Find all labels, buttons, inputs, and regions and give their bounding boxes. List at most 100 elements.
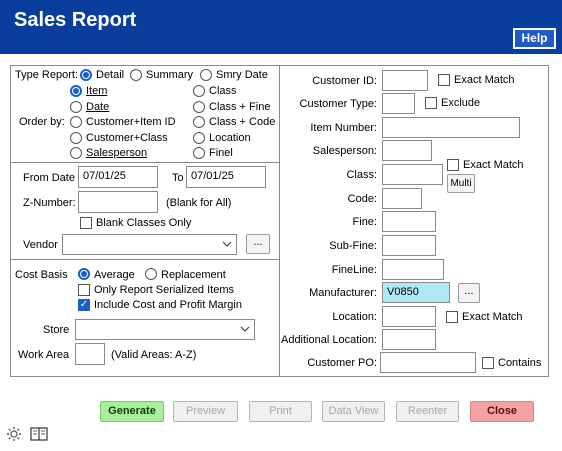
manufacturer-label: Manufacturer: — [309, 287, 377, 299]
contains-label: Contains — [498, 357, 542, 369]
data-view-button[interactable]: Data View — [322, 401, 385, 422]
blank-classes-label: Blank Classes Only — [96, 217, 192, 229]
include-cost-checkbox[interactable]: ✓ — [78, 299, 90, 311]
radio-location-label: Location — [209, 132, 251, 144]
customer-type-label: Customer Type: — [299, 98, 377, 110]
customer-po-input[interactable] — [380, 352, 476, 373]
title-bar — [0, 0, 562, 54]
work-area-hint: (Valid Areas: A-Z) — [111, 349, 197, 361]
customer-exact-match-checkbox[interactable] — [438, 74, 450, 86]
customer-po-label: Customer PO: — [307, 357, 377, 369]
radio-customer-item-id-label: Customer+Item ID — [86, 116, 176, 128]
location-input[interactable] — [382, 306, 436, 327]
fineline-label: FineLine: — [331, 264, 377, 276]
close-button[interactable]: Close — [470, 401, 534, 422]
from-date-input[interactable]: 07/01/25 — [78, 166, 158, 188]
fineline-input[interactable] — [382, 259, 444, 280]
radio-item[interactable] — [70, 85, 82, 97]
salesperson-input[interactable] — [382, 140, 432, 161]
fine-input[interactable] — [382, 211, 436, 232]
radio-class-code[interactable] — [193, 116, 205, 128]
subfine-label: Sub-Fine: — [329, 240, 377, 252]
radio-summary-label: Summary — [146, 69, 194, 81]
znumber-hint: (Blank for All) — [166, 197, 232, 209]
radio-customer-class[interactable] — [70, 132, 82, 144]
radio-class[interactable] — [193, 85, 205, 97]
work-area-input[interactable] — [75, 343, 105, 365]
location-exact-match-checkbox[interactable] — [446, 311, 458, 323]
order-by-label: Order by: — [19, 116, 65, 128]
contains-checkbox[interactable] — [482, 357, 494, 369]
preview-button[interactable]: Preview — [173, 401, 238, 422]
radio-date[interactable] — [70, 101, 82, 113]
item-number-label: Item Number: — [310, 122, 377, 134]
item-number-input[interactable] — [382, 117, 520, 138]
multi-button[interactable]: Multi — [447, 174, 475, 193]
radio-item-label: Item — [86, 85, 108, 97]
radio-finel-label: Finel — [209, 147, 233, 159]
blank-classes-checkbox[interactable] — [80, 217, 92, 229]
customer-type-input[interactable] — [382, 93, 415, 114]
class-input[interactable] — [382, 164, 443, 185]
manufacturer-input[interactable]: V0850 — [382, 282, 450, 303]
manufacturer-browse-button[interactable]: ... — [458, 283, 480, 303]
additional-location-label: Additional Location: — [280, 334, 377, 346]
work-area-label: Work Area — [18, 349, 70, 361]
customer-id-input[interactable] — [382, 70, 428, 91]
include-cost-label: Include Cost and Profit Margin — [94, 299, 242, 311]
vendor-select[interactable] — [62, 234, 237, 255]
radio-class-fine[interactable] — [193, 101, 205, 113]
store-label: Store — [43, 324, 70, 336]
vendor-label: Vendor — [23, 239, 58, 251]
location-label: Location: — [332, 311, 377, 323]
radio-salesperson-label: Salesperson — [86, 147, 148, 159]
vendor-browse-button[interactable]: ... — [246, 234, 270, 254]
radio-class-label: Class — [209, 85, 237, 97]
radio-finel[interactable] — [193, 147, 205, 159]
fine-label: Fine: — [352, 216, 377, 228]
page-title: Sales Report — [14, 9, 137, 31]
radio-date-label: Date — [86, 101, 110, 113]
generate-button[interactable]: Generate — [100, 401, 164, 422]
radio-class-fine-label: Class + Fine — [209, 101, 271, 113]
radio-replacement[interactable] — [145, 268, 157, 280]
radio-smry-date[interactable] — [200, 69, 212, 81]
radio-class-code-label: Class + Code — [209, 116, 276, 128]
exclude-checkbox[interactable] — [425, 97, 437, 109]
class-label: Class: — [346, 169, 377, 181]
salesperson-label: Salesperson: — [312, 145, 377, 157]
subfine-input[interactable] — [382, 235, 436, 256]
print-button[interactable]: Print — [249, 401, 312, 422]
radio-average[interactable] — [78, 268, 90, 280]
radio-customer-class-label: Customer+Class — [86, 132, 168, 144]
znumber-label: Z-Number: — [23, 197, 76, 209]
exclude-label: Exclude — [441, 97, 481, 109]
radio-salesperson[interactable] — [70, 147, 82, 159]
class-exact-match-label: Exact Match — [463, 159, 524, 171]
chevron-down-icon — [240, 326, 250, 332]
radio-smry-date-label: Smry Date — [216, 69, 268, 81]
radio-detail-label: Detail — [96, 69, 125, 81]
radio-customer-item-id[interactable] — [70, 116, 82, 128]
znumber-input[interactable] — [78, 191, 158, 213]
serialized-label: Only Report Serialized Items — [94, 284, 234, 296]
gear-icon[interactable] — [6, 426, 22, 442]
help-button[interactable]: Help — [513, 28, 556, 49]
code-input[interactable] — [382, 188, 422, 209]
customer-exact-match-label: Exact Match — [454, 74, 515, 86]
radio-summary[interactable] — [130, 69, 142, 81]
radio-location[interactable] — [193, 132, 205, 144]
additional-location-input[interactable] — [382, 329, 436, 350]
cost-basis-label: Cost Basis — [15, 269, 68, 281]
serialized-checkbox[interactable] — [78, 284, 90, 296]
reenter-button[interactable]: Reenter — [396, 401, 459, 422]
class-exact-match-checkbox[interactable] — [447, 159, 459, 171]
to-date-label: To — [172, 172, 184, 184]
code-label: Code: — [347, 193, 377, 205]
store-select[interactable] — [75, 319, 255, 340]
radio-average-label: Average — [94, 269, 135, 281]
radio-detail[interactable] — [80, 69, 92, 81]
type-report-label: Type Report: — [15, 69, 78, 81]
book-icon[interactable] — [30, 426, 48, 442]
to-date-input[interactable]: 07/01/25 — [186, 166, 266, 188]
